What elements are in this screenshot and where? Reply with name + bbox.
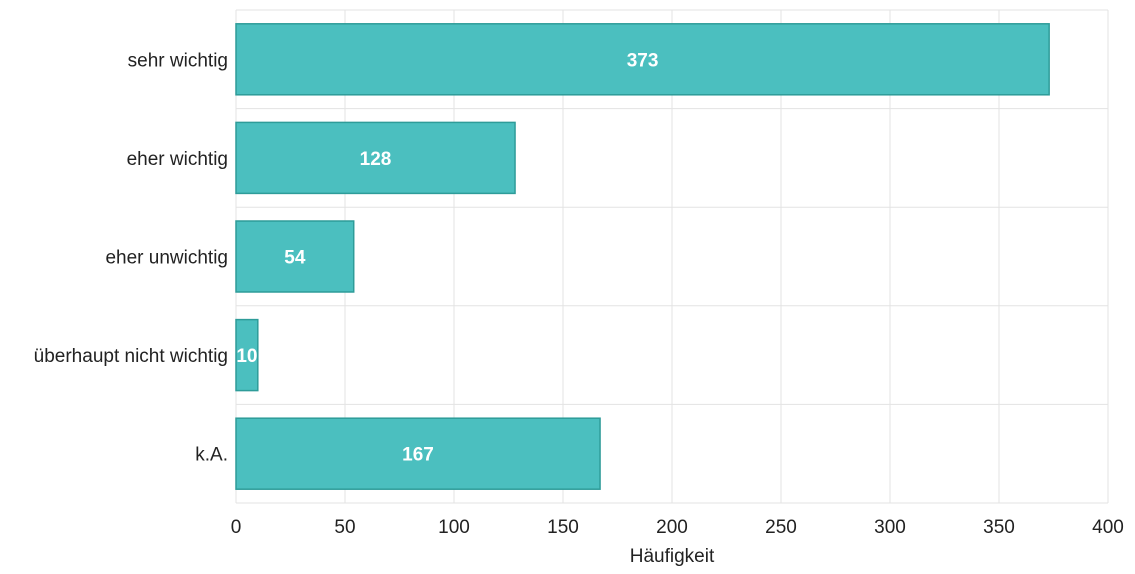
- category-label-5: k.A.: [195, 445, 228, 466]
- x-tick-label-150: 150: [547, 517, 579, 538]
- bar-data-labels: 373 128 54 10 167: [236, 50, 658, 465]
- x-axis-title: Häufigkeit: [630, 546, 715, 567]
- bar-data-label-2: 128: [360, 149, 392, 170]
- x-tick-label-200: 200: [656, 517, 688, 538]
- bar-data-label-3: 54: [284, 248, 306, 269]
- x-tick-labels: 0 50 100 150 200 250 300 350 400: [231, 517, 1124, 538]
- bar-4: [235, 318, 259, 392]
- x-tick-label-250: 250: [765, 517, 797, 538]
- category-label-3: eher unwichtig: [105, 248, 228, 269]
- x-tick-label-350: 350: [983, 517, 1015, 538]
- x-tick-label-400: 400: [1092, 517, 1124, 538]
- x-tick-label-100: 100: [438, 517, 470, 538]
- bar-data-label-1: 373: [627, 50, 659, 71]
- bar-data-label-4: 10: [236, 346, 257, 367]
- category-label-4: überhaupt nicht wichtig: [34, 346, 228, 367]
- bar-2: [235, 121, 516, 195]
- x-tick-label-50: 50: [334, 517, 355, 538]
- bar-5: [235, 417, 601, 490]
- bar-data-label-5: 167: [402, 445, 434, 466]
- category-label-1: sehr wichtig: [128, 50, 228, 71]
- category-label-2: eher wichtig: [127, 149, 228, 170]
- bars: [235, 23, 1050, 490]
- bar-1: [235, 23, 1050, 96]
- x-tick-label-300: 300: [874, 517, 906, 538]
- x-tick-label-0: 0: [231, 517, 242, 538]
- bar-3: [235, 220, 355, 293]
- category-labels: sehr wichtig eher wichtig eher unwichtig üb…: [34, 50, 228, 465]
